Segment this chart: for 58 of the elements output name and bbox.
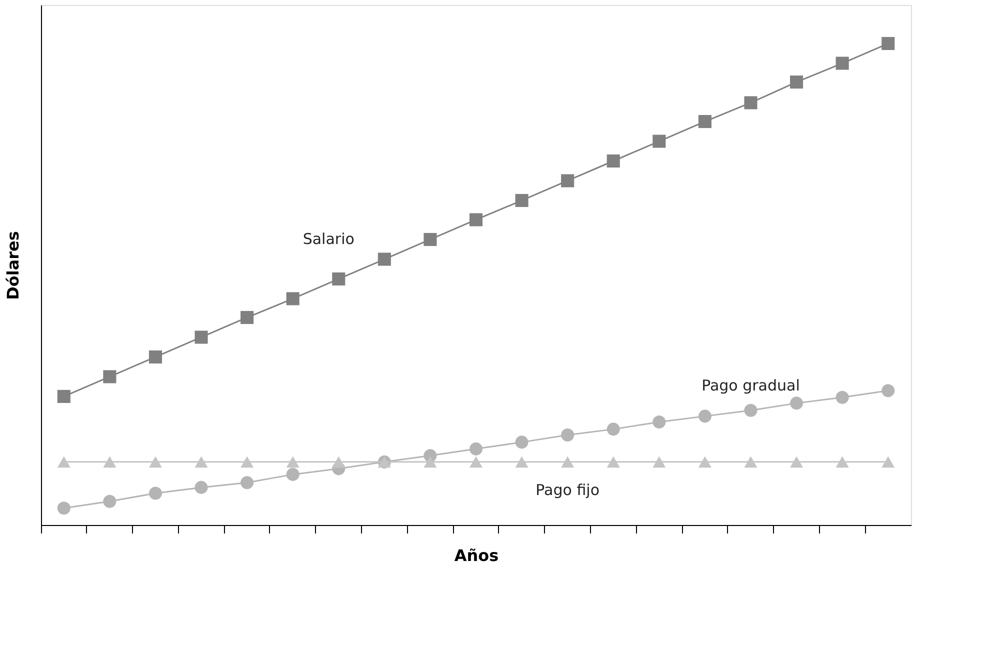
point — [148, 486, 162, 500]
point — [148, 456, 162, 468]
point — [424, 232, 437, 246]
series-label: Pago gradual — [702, 376, 800, 394]
point — [240, 310, 254, 324]
point — [744, 456, 758, 468]
point — [469, 213, 483, 226]
point — [882, 37, 895, 50]
point — [332, 456, 346, 468]
point — [103, 370, 116, 384]
point — [652, 415, 666, 428]
point — [836, 456, 849, 468]
point — [515, 194, 528, 207]
point — [790, 76, 804, 89]
point — [698, 456, 712, 468]
point — [698, 410, 712, 423]
point — [882, 456, 895, 468]
point — [57, 502, 70, 515]
point — [836, 390, 849, 404]
point — [606, 422, 620, 436]
point — [378, 252, 391, 266]
point — [57, 390, 70, 403]
point — [194, 456, 208, 468]
point — [652, 134, 666, 148]
point — [469, 456, 483, 468]
point — [744, 404, 758, 417]
point — [561, 428, 574, 442]
point — [515, 456, 528, 468]
y-axis-title: Dólares — [4, 231, 22, 300]
point — [424, 456, 437, 468]
point — [744, 96, 758, 110]
point — [286, 456, 300, 468]
x-axis-title: Años — [454, 546, 499, 565]
point — [515, 436, 528, 449]
point — [194, 480, 208, 494]
point — [836, 56, 849, 70]
point — [332, 272, 346, 286]
point — [790, 456, 804, 468]
point — [148, 350, 162, 364]
point — [606, 154, 620, 168]
point — [606, 456, 620, 468]
point — [286, 292, 300, 306]
point — [698, 115, 712, 128]
point — [469, 442, 483, 456]
point — [561, 174, 574, 188]
point — [103, 456, 116, 468]
point — [286, 468, 300, 481]
series-label: Salario — [302, 230, 354, 248]
series-label: Pago fijo — [536, 480, 600, 499]
point — [103, 494, 116, 508]
point — [57, 456, 70, 468]
point — [561, 456, 574, 468]
point — [652, 456, 666, 468]
point — [240, 476, 254, 490]
point — [240, 456, 254, 468]
point — [882, 384, 895, 398]
point — [194, 330, 208, 344]
point — [790, 396, 804, 410]
